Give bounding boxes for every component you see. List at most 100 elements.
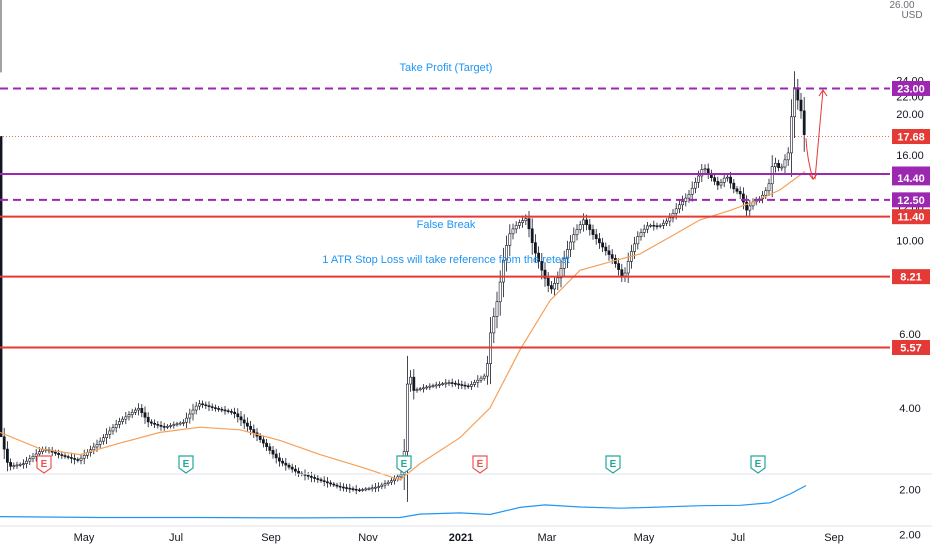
- candle: [780, 163, 784, 172]
- candle: [191, 403, 195, 421]
- horizontal-levels: [0, 87, 890, 349]
- candle: [623, 267, 627, 282]
- candle: [549, 281, 553, 294]
- candle: [150, 419, 153, 426]
- candle: [41, 446, 45, 455]
- candle: [700, 164, 704, 183]
- time-axis[interactable]: May Jul Sep Nov 2021 Mar May Jul Sep: [74, 532, 844, 544]
- candle: [322, 476, 326, 487]
- candle: [34, 449, 38, 462]
- candle: [204, 401, 208, 409]
- currency-label: USD: [901, 10, 922, 21]
- candle: [636, 231, 640, 250]
- earnings-event[interactable]: E: [178, 455, 194, 474]
- candle: [626, 252, 630, 283]
- candle: [287, 462, 291, 470]
- price-axis[interactable]: 2.004.006.0010.0012.0016.0018.0020.0022.…: [896, 76, 924, 542]
- y-tick-label: 16.00: [896, 150, 924, 162]
- candle: [354, 485, 358, 495]
- candle: [284, 457, 288, 471]
- candle: [453, 380, 457, 387]
- earnings-event[interactable]: E: [36, 455, 52, 474]
- candle: [793, 71, 797, 138]
- candle: [31, 452, 35, 463]
- candle: [309, 471, 313, 483]
- svg-text:E: E: [41, 459, 48, 470]
- svg-text:12.50: 12.50: [897, 195, 925, 207]
- price-tag: 8.21: [892, 269, 930, 285]
- candle: [418, 387, 422, 392]
- candle: [335, 482, 339, 489]
- svg-text:23.00: 23.00: [897, 83, 925, 95]
- candle: [796, 78, 800, 110]
- x-tick-label: Sep: [261, 532, 281, 544]
- candle: [537, 246, 541, 269]
- candle: [12, 462, 16, 470]
- candle: [373, 483, 377, 493]
- candle: [799, 92, 803, 119]
- candle: [214, 404, 217, 412]
- candle: [166, 424, 169, 430]
- candle: [492, 307, 496, 344]
- candle: [210, 403, 214, 411]
- earnings-event[interactable]: E: [605, 455, 621, 474]
- candle: [386, 479, 390, 486]
- candle: [111, 424, 115, 435]
- candle: [162, 422, 166, 431]
- svg-text:14.40: 14.40: [897, 173, 925, 185]
- x-tick-label: May: [634, 532, 655, 544]
- x-tick-label: Nov: [358, 532, 378, 544]
- candle: [319, 477, 323, 483]
- candle: [501, 247, 505, 298]
- candle: [693, 177, 697, 194]
- candle: [230, 408, 233, 415]
- candle: [159, 421, 163, 431]
- candle: [194, 401, 198, 415]
- candle: [437, 381, 441, 388]
- price-tag: 14.40: [892, 170, 930, 186]
- candle: [338, 482, 342, 492]
- price-tag: 5.57: [892, 340, 930, 356]
- candle: [239, 410, 243, 426]
- candle: [463, 381, 467, 390]
- candle: [201, 400, 205, 409]
- candle: [722, 173, 726, 188]
- candle: [21, 459, 25, 469]
- earnings-event[interactable]: E: [396, 455, 412, 474]
- candle: [118, 417, 121, 429]
- candle: [553, 277, 557, 296]
- candle: [63, 453, 67, 459]
- candle: [665, 218, 669, 227]
- price-tag: 23.00: [892, 80, 930, 96]
- candle: [645, 222, 649, 234]
- candle: [246, 417, 249, 433]
- candle: [348, 483, 352, 494]
- earnings-event[interactable]: E: [750, 455, 766, 474]
- candle: [713, 174, 717, 186]
- candle: [140, 404, 144, 418]
- candle: [562, 250, 566, 277]
- candle: [134, 407, 137, 415]
- earnings-event[interactable]: E: [472, 455, 488, 474]
- indicator-pane[interactable]: [0, 473, 932, 519]
- candle: [569, 235, 573, 257]
- candle: [108, 426, 112, 439]
- candle: [732, 178, 736, 194]
- candle: [198, 399, 201, 411]
- candle: [719, 178, 723, 189]
- annotations: Take Profit (Target) False Break 1 ATR Sto…: [322, 62, 569, 266]
- candle: [597, 233, 601, 249]
- svg-text:17.68: 17.68: [897, 132, 925, 144]
- candle: [620, 263, 624, 283]
- candle: [82, 449, 86, 465]
- candle: [511, 223, 515, 240]
- candle: [178, 421, 182, 426]
- y-tick-label: 20.00: [896, 109, 924, 121]
- candle: [668, 212, 672, 227]
- svg-text:E: E: [183, 459, 190, 470]
- candle: [716, 176, 720, 190]
- main-pane[interactable]: [0, 0, 806, 502]
- candle: [559, 259, 563, 288]
- candle: [530, 218, 534, 255]
